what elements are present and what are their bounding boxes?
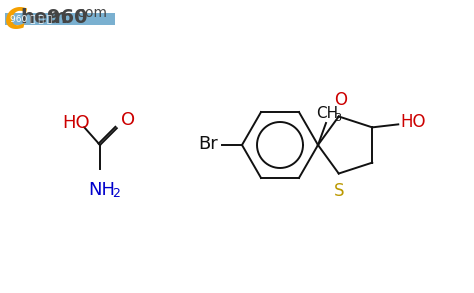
Text: HO: HO xyxy=(400,113,426,131)
Text: Br: Br xyxy=(198,135,218,153)
Text: O: O xyxy=(334,91,347,110)
Text: 3: 3 xyxy=(334,113,341,123)
Text: 960: 960 xyxy=(47,8,88,27)
Text: S: S xyxy=(334,182,344,200)
Text: NH: NH xyxy=(88,181,115,199)
Text: hem: hem xyxy=(20,8,67,27)
Text: .com: .com xyxy=(74,6,108,20)
FancyBboxPatch shape xyxy=(5,13,115,25)
Text: 2: 2 xyxy=(112,187,120,200)
Text: O: O xyxy=(121,111,135,129)
Text: 960 化 工 网: 960 化 工 网 xyxy=(10,14,52,23)
Text: CH: CH xyxy=(316,105,338,120)
Text: C: C xyxy=(5,6,27,35)
Text: HO: HO xyxy=(62,114,90,132)
